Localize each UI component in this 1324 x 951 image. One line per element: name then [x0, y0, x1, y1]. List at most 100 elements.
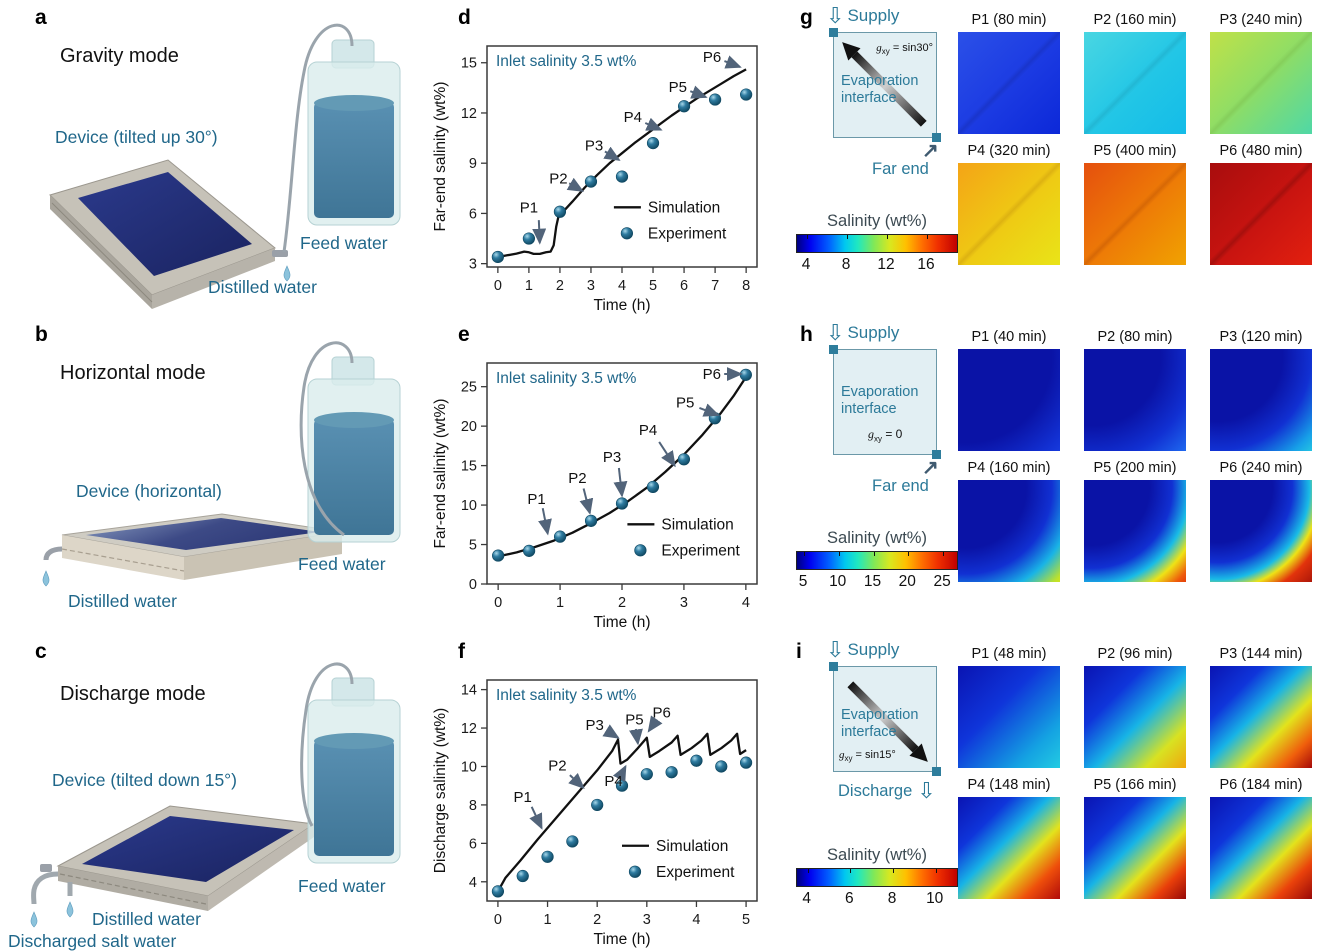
panel-h-simulation: h ⇩ Supply Evaporation interface gxy = 0 …: [770, 317, 1324, 634]
heatmap-cell: P6 (480 min): [1210, 143, 1312, 265]
heatmap-tile: [1210, 349, 1312, 451]
heatmap-tile-label: P2 (160 min): [1093, 12, 1177, 28]
heatmap-cell: P2 (96 min): [1084, 646, 1186, 768]
farend-corner-marker: [932, 133, 941, 142]
x-axis-label: Time (h): [593, 614, 650, 631]
heatmap-tile-label: P3 (240 min): [1219, 12, 1303, 28]
svg-text:5: 5: [469, 538, 477, 554]
colorbar-tick: [847, 235, 848, 239]
colorbar-tick-label: 25: [933, 573, 951, 590]
evaporation-square-g: Evaporation interface gxy = sin30°: [829, 28, 941, 142]
device-label: Device (horizontal): [76, 481, 222, 501]
farend-label: Far end: [872, 477, 929, 495]
heatmap-cell: P4 (160 min): [958, 460, 1060, 582]
evaporation-interface-label: Evaporation interface: [841, 384, 919, 417]
panel-letter-a: a: [35, 6, 47, 29]
discharge-corner-marker: [932, 767, 941, 776]
heatmap-tile: [958, 480, 1060, 582]
svg-text:1: 1: [544, 912, 552, 928]
panel-letter-h: h: [800, 323, 813, 346]
heatmap-tile: [1210, 480, 1312, 582]
svg-text:2: 2: [618, 595, 626, 611]
svg-text:4: 4: [742, 595, 750, 611]
heatmap-tile: [1084, 32, 1186, 134]
colorbar-tick: [908, 552, 910, 556]
heatmap-tile: [1210, 32, 1312, 134]
svg-text:Simulation: Simulation: [661, 516, 733, 533]
svg-text:3: 3: [643, 912, 651, 928]
tray-side-front: [62, 535, 184, 580]
svg-text:3: 3: [680, 595, 688, 611]
heatmap-tile-label: P3 (120 min): [1219, 329, 1303, 345]
svg-text:P1: P1: [520, 200, 538, 217]
heatmap-tile-label: P6 (240 min): [1219, 460, 1303, 476]
svg-text:10: 10: [461, 759, 477, 775]
supply-corner-marker: [829, 345, 838, 354]
colorbar-tick-label: 20: [898, 573, 916, 590]
faucet-valve: [40, 864, 52, 872]
gravity-vector-arrow: [847, 681, 928, 762]
heatmap-cell: P4 (320 min): [958, 143, 1060, 265]
discharge-label: Discharge ⇩: [838, 778, 936, 803]
colorbar-tick: [873, 552, 875, 556]
simulation-line: [496, 732, 747, 892]
discharge-arrow-icon: ⇩: [917, 778, 936, 803]
heatmap-tile: [958, 666, 1060, 768]
heatmap-tile: [1210, 797, 1312, 899]
panel-b-illustration: b Horizontal mode Device (horizontal): [0, 317, 430, 634]
supply-corner-marker: [829, 662, 838, 671]
mode-title: Gravity mode: [60, 45, 179, 67]
heatmap-tile-label: P5 (200 min): [1093, 460, 1177, 476]
heatmap-cell: P1 (40 min): [958, 329, 1060, 451]
heatmap-tile: [958, 349, 1060, 451]
svg-text:10: 10: [461, 498, 477, 514]
svg-text:1: 1: [556, 595, 564, 611]
farend-corner-marker: [932, 450, 941, 459]
heatmap-tile-label: P6 (184 min): [1219, 777, 1303, 793]
svg-text:5: 5: [649, 278, 657, 294]
heatmap-cell: P3 (240 min): [1210, 12, 1312, 134]
experiment-points: [491, 88, 753, 264]
chart-title: Inlet salinity 3.5 wt%: [496, 687, 637, 704]
distilled-water-label: Distilled water: [92, 909, 201, 929]
x-axis-label: Time (h): [593, 297, 650, 314]
colorbar-tick: [927, 235, 928, 239]
gxy-equation: gxy = sin15°: [839, 748, 896, 763]
svg-text:P6: P6: [703, 366, 721, 383]
feed-water-label: Feed water: [298, 876, 386, 896]
heatmap-tile: [1084, 666, 1186, 768]
simulation-line: [497, 68, 747, 259]
svg-text:P5: P5: [676, 394, 694, 411]
heatmap-tile-label: P1 (48 min): [971, 646, 1047, 662]
water-surface: [314, 733, 394, 749]
heatmap-grid-i: P1 (48 min) P2 (96 min) P3 (144 min) P4 (14…: [958, 646, 1312, 899]
svg-text:P3: P3: [586, 717, 604, 734]
distilled-water-label: Distilled water: [68, 591, 177, 611]
distilled-water-label: Distilled water: [208, 277, 317, 297]
svg-text:3: 3: [469, 257, 477, 273]
colorbar-tick: [850, 869, 852, 873]
x-axis-label: Time (h): [593, 931, 650, 948]
svg-text:4: 4: [469, 875, 477, 891]
svg-text:Experiment: Experiment: [656, 864, 735, 881]
heatmap-tile: [1084, 480, 1186, 582]
panel-g-simulation: g ⇩ Supply Evaporation interface gxy = si…: [770, 0, 1324, 317]
colorbar-tick-label: 8: [887, 890, 897, 907]
heatmap-cell: P3 (120 min): [1210, 329, 1312, 451]
water-droplet: [42, 570, 50, 587]
tray-surface: [86, 518, 320, 550]
heatmap-tile: [958, 32, 1060, 134]
svg-text:Simulation: Simulation: [648, 199, 720, 216]
water-surface: [314, 412, 394, 428]
colorbar-tick: [838, 552, 840, 556]
heatmap-tile: [1210, 163, 1312, 265]
heatmap-cell: P1 (48 min): [958, 646, 1060, 768]
farend-arrow-icon: ↗: [922, 457, 939, 479]
annotations: P1 P2 P3 P4 P5 P6: [520, 49, 742, 245]
colorbar-title: Salinity (wt%): [827, 529, 927, 547]
panel-letter-g: g: [800, 6, 813, 29]
chart-title: Inlet salinity 3.5 wt%: [496, 53, 637, 70]
y-axis-label: Discharge salinity (wt%): [432, 708, 449, 873]
svg-text:P6: P6: [653, 705, 671, 722]
